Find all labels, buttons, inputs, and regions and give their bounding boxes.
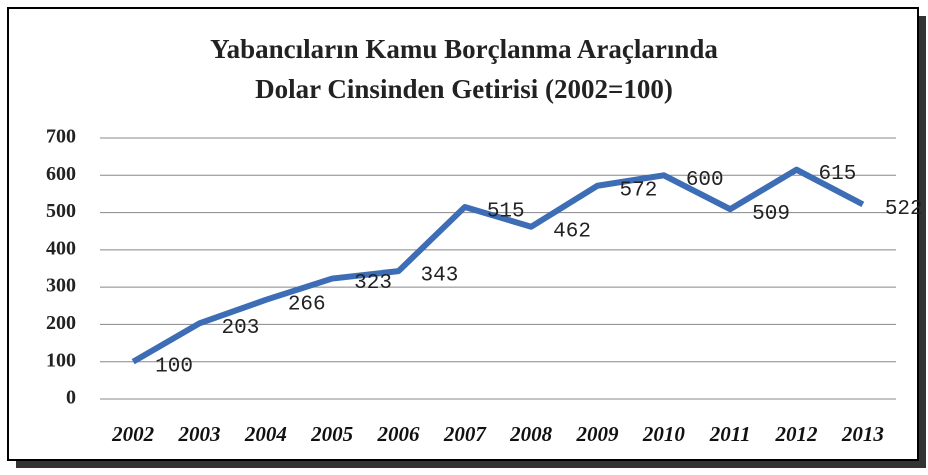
data-label: 509 bbox=[752, 203, 790, 226]
data-label: 615 bbox=[819, 163, 857, 186]
x-tick-label: 2004 bbox=[244, 422, 287, 446]
data-label: 522 bbox=[885, 198, 923, 221]
data-label: 203 bbox=[222, 317, 260, 340]
frame bbox=[7, 7, 919, 461]
y-tick-label: 200 bbox=[46, 312, 76, 334]
data-label: 600 bbox=[686, 169, 724, 192]
y-tick-label: 700 bbox=[46, 126, 76, 148]
y-tick-label: 600 bbox=[46, 163, 76, 185]
x-tick-label: 2005 bbox=[310, 422, 353, 446]
data-label: 323 bbox=[354, 272, 392, 295]
data-label: 462 bbox=[553, 220, 591, 243]
x-tick-label: 2006 bbox=[377, 422, 421, 446]
y-tick-label: 0 bbox=[66, 387, 76, 409]
x-tick-label: 2007 bbox=[443, 422, 488, 446]
data-label: 343 bbox=[421, 265, 459, 288]
data-label: 572 bbox=[620, 179, 658, 202]
data-label: 266 bbox=[288, 293, 326, 316]
chart-title: Dolar Cinsinden Getirisi (2002=100) bbox=[255, 74, 673, 104]
y-tick-label: 400 bbox=[46, 237, 76, 259]
x-tick-label: 2003 bbox=[178, 422, 221, 446]
x-tick-label: 2012 bbox=[775, 422, 819, 446]
data-label: 515 bbox=[487, 201, 525, 224]
data-line bbox=[131, 166, 865, 365]
data-label: 100 bbox=[155, 355, 193, 378]
y-tick-label: 100 bbox=[46, 349, 76, 371]
x-tick-label: 2010 bbox=[642, 422, 686, 446]
x-tick-label: 2013 bbox=[841, 422, 884, 446]
x-tick-label: 2008 bbox=[509, 422, 553, 446]
y-tick-label: 500 bbox=[46, 200, 76, 222]
x-tick-label: 2002 bbox=[111, 422, 155, 446]
x-tick-label: 2011 bbox=[709, 422, 751, 446]
y-tick-label: 300 bbox=[46, 275, 76, 297]
chart-title: Yabancıların Kamu Borçlanma Araçlarında bbox=[210, 34, 718, 64]
x-tick-label: 2009 bbox=[576, 422, 620, 446]
